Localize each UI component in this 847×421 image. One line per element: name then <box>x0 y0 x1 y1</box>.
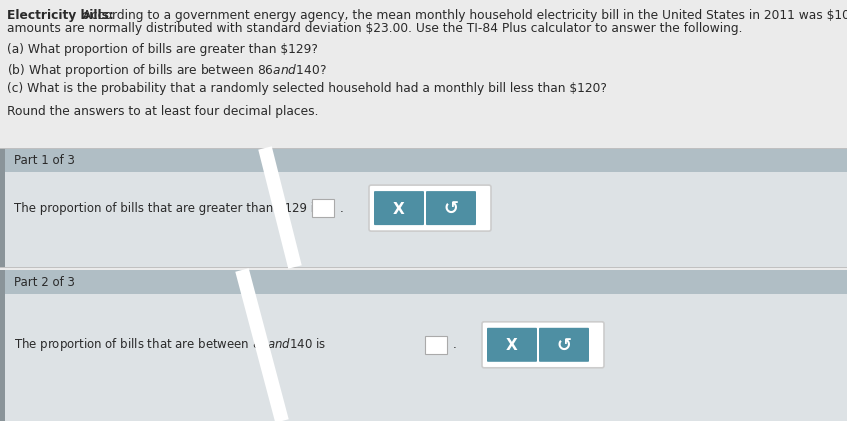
Bar <box>0 270 5 421</box>
FancyBboxPatch shape <box>374 191 424 225</box>
Bar <box>0 0 847 148</box>
Text: X: X <box>393 202 405 216</box>
Text: According to a government energy agency, the mean monthly household electricity : According to a government energy agency,… <box>79 9 847 22</box>
FancyBboxPatch shape <box>369 185 491 231</box>
Text: amounts are normally distributed with standard deviation $23.00. Use the TI-84 P: amounts are normally distributed with st… <box>7 22 743 35</box>
Bar <box>5 148 847 172</box>
Text: Round the answers to at least four decimal places.: Round the answers to at least four decim… <box>7 105 318 118</box>
Bar <box>312 199 334 217</box>
Text: (a) What proportion of bills are greater than $129?: (a) What proportion of bills are greater… <box>7 43 318 56</box>
Text: Electricity bills:: Electricity bills: <box>7 9 113 22</box>
FancyBboxPatch shape <box>487 328 537 362</box>
Text: The proportion of bills that are between $86 and $140 is: The proportion of bills that are between… <box>14 336 326 353</box>
Text: .: . <box>340 202 344 215</box>
Bar <box>5 294 847 421</box>
FancyBboxPatch shape <box>539 328 589 362</box>
FancyBboxPatch shape <box>482 322 604 368</box>
Bar <box>5 270 847 294</box>
Bar <box>425 336 447 354</box>
Text: .: . <box>453 338 457 351</box>
Text: The proportion of bills that are greater than $129 is: The proportion of bills that are greater… <box>14 202 320 215</box>
Text: ↺: ↺ <box>444 200 458 218</box>
Text: ↺: ↺ <box>556 337 572 355</box>
Text: Part 1 of 3: Part 1 of 3 <box>14 154 75 166</box>
Bar <box>0 148 5 267</box>
Text: (b) What proportion of bills are between $86 and $140?: (b) What proportion of bills are between… <box>7 62 327 79</box>
Bar <box>5 172 847 267</box>
Text: Part 2 of 3: Part 2 of 3 <box>14 275 75 288</box>
Text: (c) What is the probability that a randomly selected household had a monthly bil: (c) What is the probability that a rando… <box>7 82 606 95</box>
Text: X: X <box>507 338 518 353</box>
FancyBboxPatch shape <box>426 191 476 225</box>
